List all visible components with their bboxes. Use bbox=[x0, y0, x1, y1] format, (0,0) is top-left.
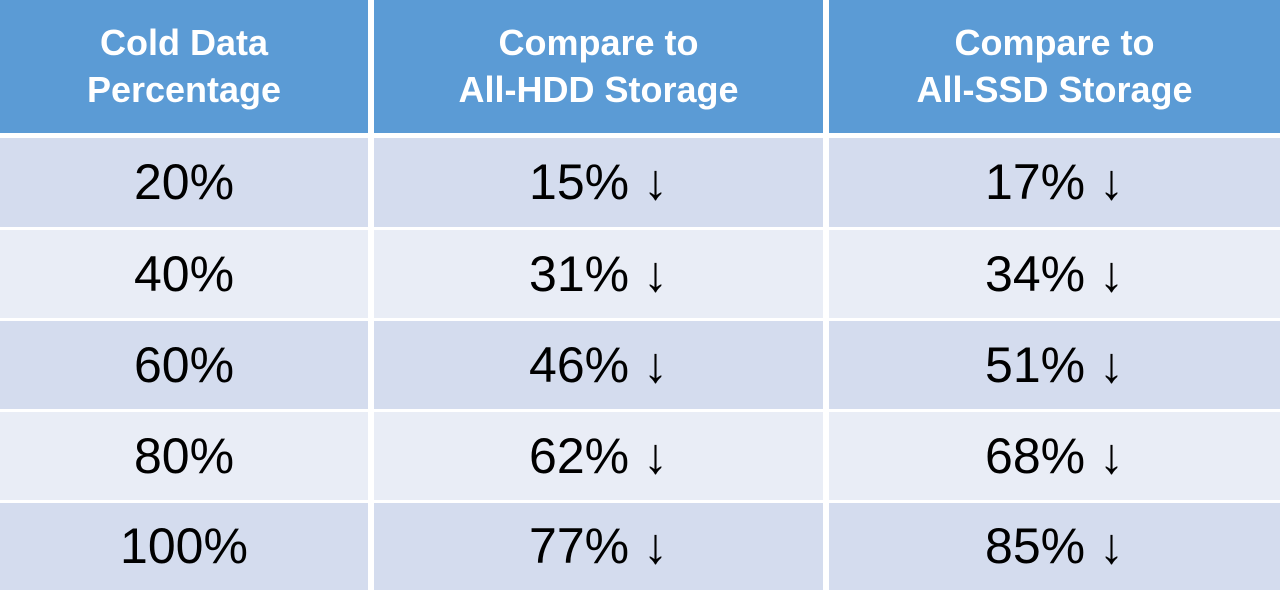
cell-cold-pct: 60% bbox=[0, 317, 374, 411]
cell-cold-pct: 100% bbox=[0, 499, 374, 590]
table-header-row: Cold Data Percentage Compare to All-HDD … bbox=[0, 0, 1280, 138]
cell-hdd-reduction: 62% ↓ bbox=[371, 408, 829, 502]
cell-hdd-reduction: 31% ↓ bbox=[371, 226, 829, 320]
table-row: 100% 77% ↓ 85% ↓ bbox=[0, 499, 1280, 590]
table-row: 40% 31% ↓ 34% ↓ bbox=[0, 226, 1280, 320]
header-line: All-SSD Storage bbox=[916, 68, 1193, 110]
cell-ssd-reduction: 68% ↓ bbox=[826, 408, 1280, 502]
cell-hdd-reduction: 46% ↓ bbox=[371, 317, 829, 411]
table-row: 80% 62% ↓ 68% ↓ bbox=[0, 408, 1280, 502]
cell-cold-pct: 20% bbox=[0, 135, 374, 229]
column-header-compare-all-ssd: Compare to All-SSD Storage bbox=[826, 0, 1280, 138]
header-line: Compare to bbox=[498, 21, 699, 63]
cell-ssd-reduction: 85% ↓ bbox=[826, 499, 1280, 590]
table-row: 60% 46% ↓ 51% ↓ bbox=[0, 317, 1280, 411]
column-header-compare-all-hdd: Compare to All-HDD Storage bbox=[371, 0, 829, 138]
column-header-cold-data-percentage: Cold Data Percentage bbox=[0, 0, 374, 138]
table-row: 20% 15% ↓ 17% ↓ bbox=[0, 135, 1280, 229]
header-line: All-HDD Storage bbox=[458, 68, 739, 110]
header-line: Percentage bbox=[86, 68, 282, 110]
header-line: Compare to bbox=[954, 21, 1155, 63]
header-line: Cold Data bbox=[99, 21, 268, 63]
cell-hdd-reduction: 15% ↓ bbox=[371, 135, 829, 229]
cell-hdd-reduction: 77% ↓ bbox=[371, 499, 829, 590]
cell-cold-pct: 40% bbox=[0, 226, 374, 320]
cell-ssd-reduction: 34% ↓ bbox=[826, 226, 1280, 320]
cell-ssd-reduction: 51% ↓ bbox=[826, 317, 1280, 411]
cell-ssd-reduction: 17% ↓ bbox=[826, 135, 1280, 229]
cell-cold-pct: 80% bbox=[0, 408, 374, 502]
table-body: 20% 15% ↓ 17% ↓ 40% 31% ↓ 34% ↓ 60% 46% … bbox=[0, 135, 1280, 590]
